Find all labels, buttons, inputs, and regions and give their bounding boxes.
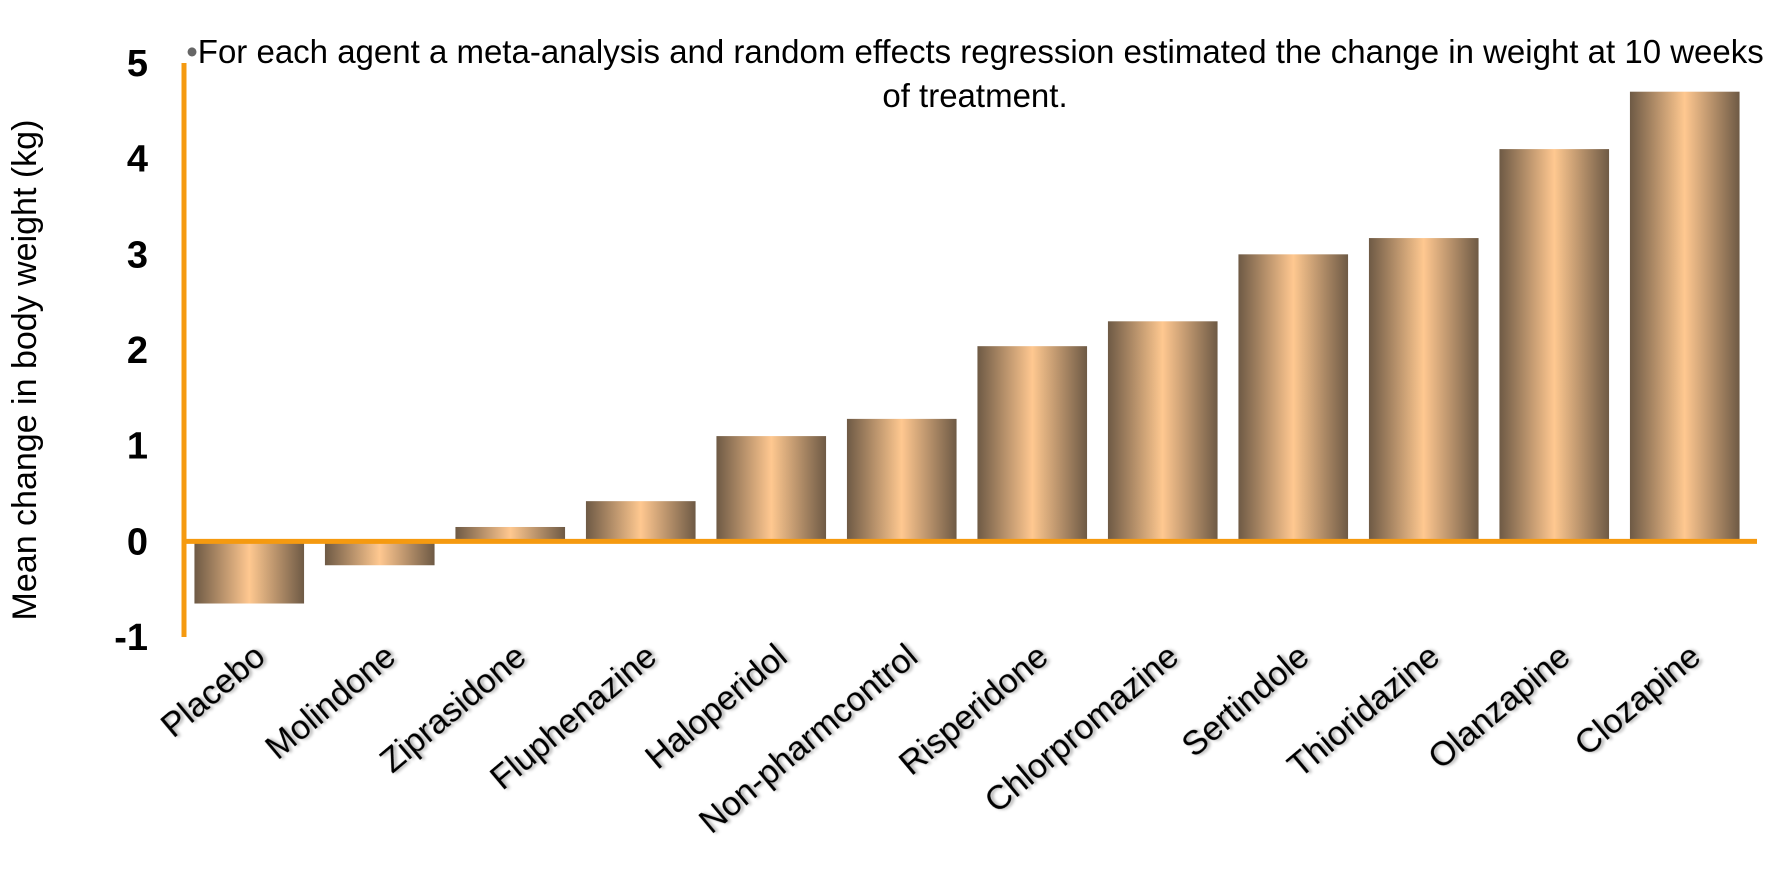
y-tick-label: 5 xyxy=(127,43,148,85)
y-axis-label: Mean change in body weight (kg) xyxy=(6,119,44,621)
x-tick-label: Olanzapine xyxy=(1421,637,1577,777)
annotation-bullet: • xyxy=(186,33,198,70)
axes-group xyxy=(181,63,1757,637)
x-tick-label: Clozapine xyxy=(1568,637,1708,763)
y-tick-labels: -1 0 1 2 3 4 5 xyxy=(114,43,148,659)
bar-non-pharmcontrol xyxy=(846,418,957,542)
y-tick-label: 2 xyxy=(127,330,148,372)
chart-annotation: •For each agent a meta-analysis and rand… xyxy=(180,30,1770,118)
bar-sertindole xyxy=(1238,254,1349,542)
bar-clozapine xyxy=(1629,91,1740,542)
bar-ziprasidone xyxy=(455,526,566,542)
y-tick-label: 1 xyxy=(127,426,148,468)
bar-olanzapine xyxy=(1499,149,1610,542)
annotation-text: For each agent a meta-analysis and rando… xyxy=(197,33,1764,114)
y-tick-label: 4 xyxy=(127,139,148,181)
y-tick-label: 3 xyxy=(127,234,148,276)
bar-placebo xyxy=(194,541,305,604)
bar-thioridazine xyxy=(1368,238,1479,542)
bar-chlorpromazine xyxy=(1107,321,1218,542)
bar-haloperidol xyxy=(716,436,827,542)
y-tick-label: 0 xyxy=(127,521,148,563)
bars-group xyxy=(194,91,1740,604)
bar-fluphenazine xyxy=(585,501,696,542)
bar-molindone xyxy=(324,541,435,566)
x-tick-label: Placebo xyxy=(154,637,273,745)
x-tick-label: Non-pharmcontrol xyxy=(692,637,925,841)
x-tick-labels: PlaceboMolindoneZiprasidoneFluphenazineH… xyxy=(154,637,1708,841)
bar-risperidone xyxy=(977,346,1088,542)
y-tick-label: -1 xyxy=(114,617,148,659)
